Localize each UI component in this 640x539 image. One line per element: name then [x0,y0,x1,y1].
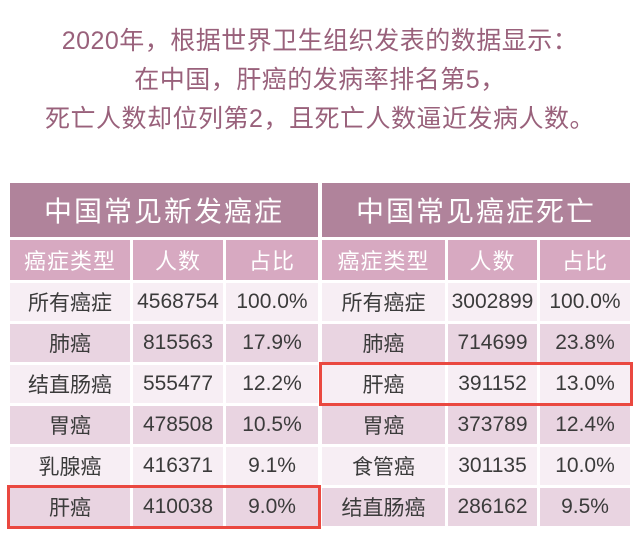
cell-type: 所有癌症 [10,283,130,321]
cell-type: 肝癌 [322,365,445,403]
cell-count: 3002899 [448,283,537,321]
column-header-share: 占比 [540,240,630,280]
cell-count: 555477 [133,365,223,403]
cell-type: 乳腺癌 [10,447,130,485]
intro-line: 2020年，根据世界卫生组织发表的数据显示： [61,27,579,55]
cell-count: 815563 [133,324,223,362]
cell-type: 肝癌 [10,488,130,526]
table-row: 食管癌 301135 10.0% [322,447,630,485]
cell-share: 100.0% [540,283,630,321]
table-row: 结直肠癌 286162 9.5% [322,488,630,526]
cell-count: 478508 [133,406,223,444]
cell-share: 12.2% [226,365,318,403]
table-deaths-header-row: 癌症类型 人数 占比 [322,240,630,280]
table-row: 胃癌 478508 10.5% [10,406,318,444]
table-deaths-title: 中国常见癌症死亡 [322,183,630,237]
cell-type: 结直肠癌 [10,365,130,403]
cell-share: 9.0% [226,488,318,526]
cell-count: 4568754 [133,283,223,321]
table-row: 乳腺癌 416371 9.1% [10,447,318,485]
cell-share: 13.0% [540,365,630,403]
cell-share: 23.8% [540,324,630,362]
intro-paragraph: 2020年，根据世界卫生组织发表的数据显示： 在中国，肝癌的发病率排名第5， 死… [0,0,640,139]
cell-count: 391152 [448,365,537,403]
cell-type: 胃癌 [10,406,130,444]
intro-line: 在中国，肝癌的发病率排名第5， [134,66,506,94]
tables-container: 中国常见新发癌症 癌症类型 人数 占比 所有癌症 4568754 100.0% … [7,183,633,529]
cell-count: 410038 [133,488,223,526]
cell-count: 416371 [133,447,223,485]
cell-count: 301135 [448,447,537,485]
cell-type: 结直肠癌 [322,488,445,526]
cell-share: 17.9% [226,324,318,362]
table-row: 所有癌症 4568754 100.0% [10,283,318,321]
table-row: 所有癌症 3002899 100.0% [322,283,630,321]
cell-share: 10.0% [540,447,630,485]
table-row-highlighted-liver-cancer: 肝癌 391152 13.0% [319,362,633,406]
column-header-type: 癌症类型 [322,240,445,280]
table-row: 结直肠癌 555477 12.2% [10,365,318,403]
intro-line: 死亡人数却位列第2，且死亡人数逼近发病人数。 [45,105,595,133]
table-row-highlighted-liver-cancer: 肝癌 410038 9.0% [7,485,321,529]
column-header-count: 人数 [133,240,223,280]
table-row: 肺癌 815563 17.9% [10,324,318,362]
cell-type: 所有癌症 [322,283,445,321]
cell-count: 714699 [448,324,537,362]
cell-type: 肺癌 [322,324,445,362]
table-new-cases: 中国常见新发癌症 癌症类型 人数 占比 所有癌症 4568754 100.0% … [7,183,321,529]
cell-share: 9.5% [540,488,630,526]
cell-share: 9.1% [226,447,318,485]
cell-type: 食管癌 [322,447,445,485]
table-new-cases-title: 中国常见新发癌症 [10,183,318,237]
column-header-share: 占比 [226,240,318,280]
cell-count: 373789 [448,406,537,444]
table-deaths: 中国常见癌症死亡 癌症类型 人数 占比 所有癌症 3002899 100.0% … [319,183,633,526]
cell-share: 12.4% [540,406,630,444]
column-header-type: 癌症类型 [10,240,130,280]
column-header-count: 人数 [448,240,537,280]
cell-type: 胃癌 [322,406,445,444]
cell-share: 100.0% [226,283,318,321]
cell-share: 10.5% [226,406,318,444]
table-row: 肺癌 714699 23.8% [322,324,630,362]
cell-type: 肺癌 [10,324,130,362]
table-row: 胃癌 373789 12.4% [322,406,630,444]
table-new-cases-header-row: 癌症类型 人数 占比 [10,240,318,280]
cell-count: 286162 [448,488,537,526]
